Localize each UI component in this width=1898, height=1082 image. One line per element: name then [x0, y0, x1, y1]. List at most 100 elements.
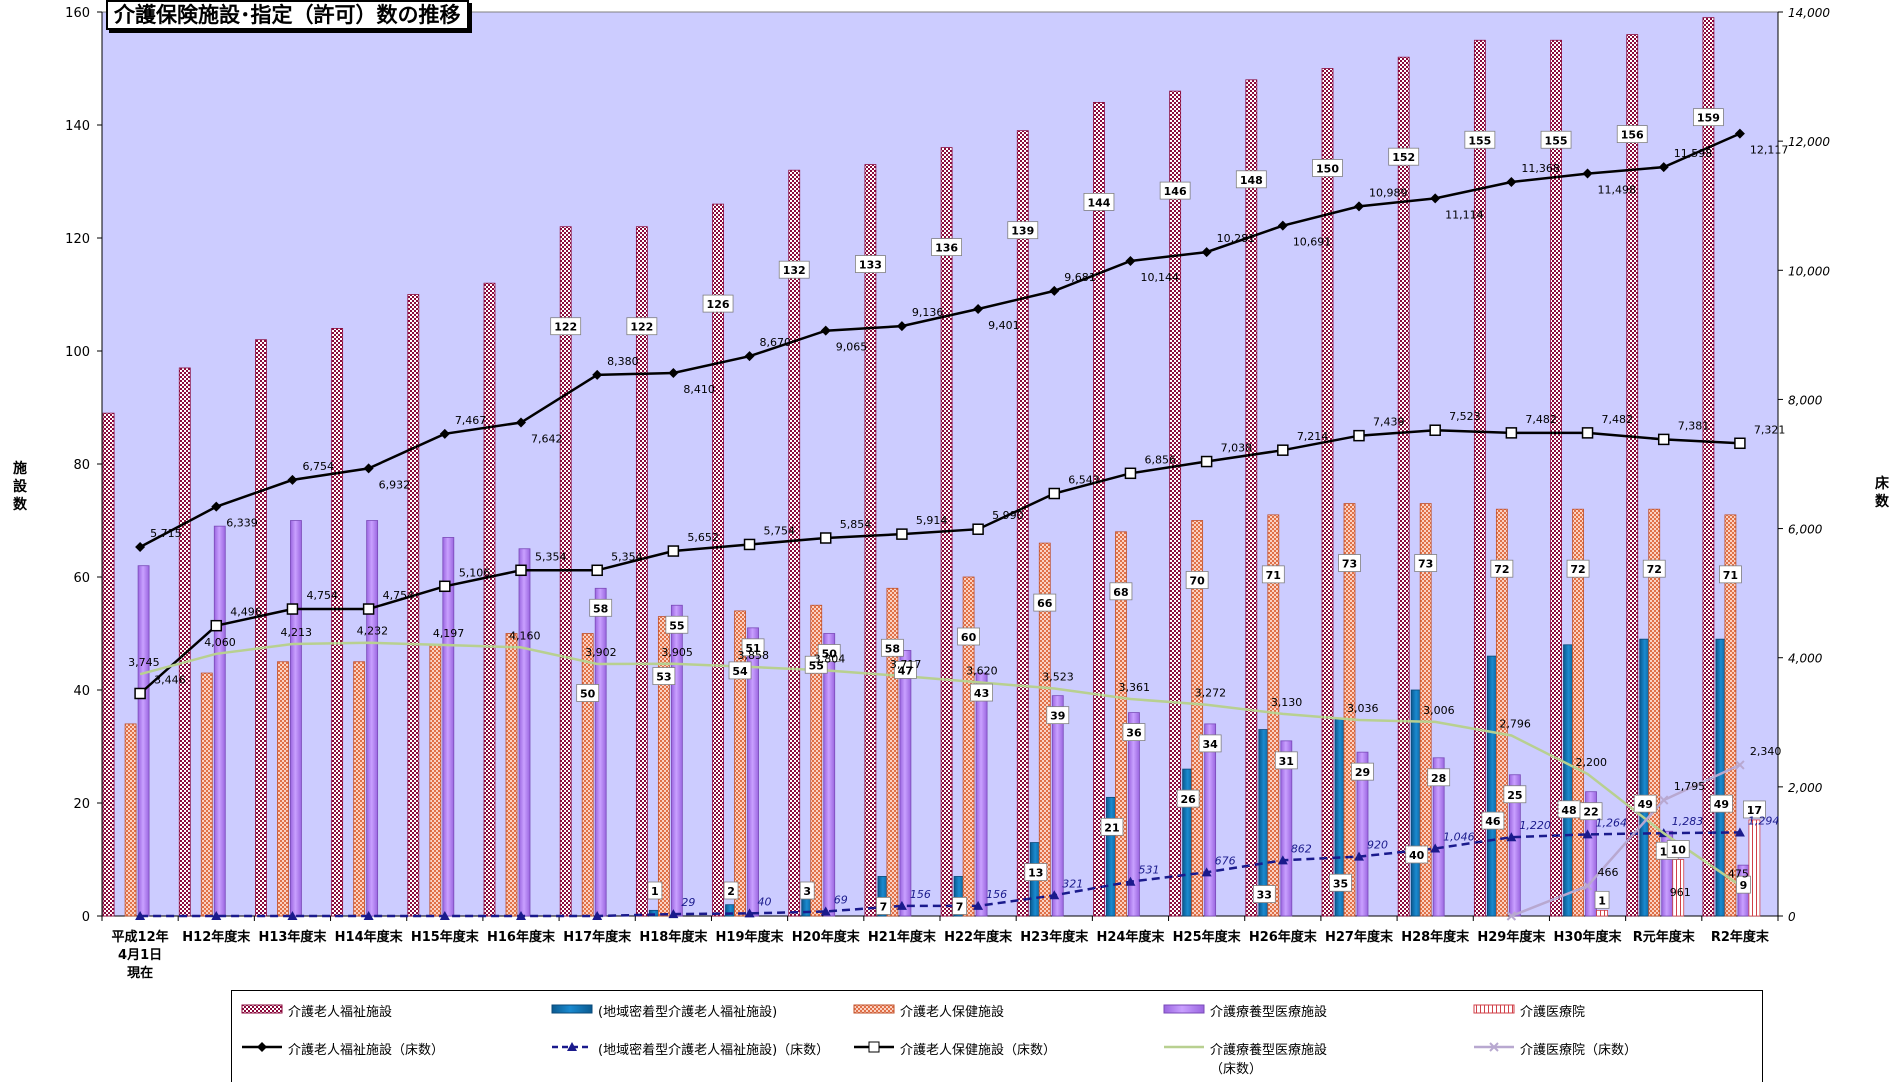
bar-value-label: 33 [1257, 889, 1272, 902]
line-value-label: 2,340 [1750, 745, 1782, 758]
line-value-label: 8,410 [683, 383, 715, 396]
legend-item: 介護老人福祉施設 [240, 1001, 392, 1020]
bar-value-label-box [647, 881, 663, 900]
bar-value-label-box [576, 684, 600, 702]
bar-value-label-box [550, 317, 582, 336]
line-point [1200, 455, 1213, 468]
bar-value-label-box [799, 881, 815, 900]
line-value-label: 6,856 [1144, 453, 1176, 466]
line-point [287, 911, 298, 920]
x-tick-label: H30年度末 [1554, 929, 1623, 945]
line-value-label: 7,482 [1525, 413, 1557, 426]
line-value-label: 9,065 [836, 341, 868, 354]
bar [1508, 774, 1521, 917]
bar-value-label-box [1427, 768, 1451, 787]
y-right-tick-label: 4,000 [1788, 652, 1823, 666]
bar-value-label: 148 [1240, 174, 1263, 187]
y-right-tick-label: 2,000 [1788, 781, 1823, 795]
x-tick-label: H23年度末 [1020, 929, 1089, 945]
x-tick-label: 平成12年 [112, 929, 169, 945]
x-tick-label: H12年度末 [182, 929, 251, 945]
bar-value-label: 34 [1202, 738, 1218, 751]
line-point [286, 603, 299, 615]
bar [1356, 751, 1369, 917]
line-value-label: 466 [1598, 866, 1619, 879]
bar [1191, 520, 1204, 917]
line-value-label: 7,381 [1678, 419, 1710, 432]
bar-value-label: 122 [630, 321, 653, 334]
line-series [139, 641, 1741, 887]
bar-value-label-box [1666, 840, 1690, 858]
bar-value-label-box [1719, 565, 1742, 584]
bar-value-label: 58 [885, 642, 900, 655]
bar [1128, 712, 1140, 917]
x-tick-label: H22年度末 [944, 929, 1013, 945]
line-series [139, 132, 1741, 549]
line-point [287, 474, 298, 485]
bar [200, 672, 213, 917]
bar [366, 520, 379, 917]
bar-value-label: 73 [1418, 558, 1433, 571]
x-tick-label: H24年度末 [1096, 929, 1165, 945]
bar-value-label: 66 [1037, 597, 1053, 610]
legend-item: 介護療養型医療施設 （床数） [1162, 1039, 1327, 1077]
line-point [896, 321, 907, 332]
line-value-label: 7,523 [1449, 410, 1481, 423]
line-value-label: 3,361 [1118, 681, 1150, 694]
y-right-tick-label: 6,000 [1788, 523, 1823, 537]
line-point [439, 911, 450, 920]
bar-value-label-box [1405, 845, 1429, 864]
bar-value-label-box [1007, 221, 1039, 240]
line-point [135, 911, 146, 920]
x-tick-label: H26年度末 [1249, 929, 1318, 945]
line-value-label: 7,321 [1754, 423, 1786, 436]
y-left-tick-label: 20 [73, 797, 90, 812]
bar [1343, 503, 1356, 917]
bar-value-label-box [589, 598, 613, 617]
axis-label-char: 数 [1875, 494, 1889, 510]
legend-item: 介護医療院（床数） [1472, 1039, 1637, 1058]
line-point [1430, 843, 1441, 853]
bar [407, 294, 420, 917]
legend-swatch [1164, 1045, 1204, 1049]
bar-value-label-box [1024, 863, 1048, 881]
lines [134, 128, 1746, 921]
bar-value-label: 25 [1507, 789, 1522, 802]
bar-value-label-box [1642, 559, 1666, 578]
axes: 02040608010012014016002,0004,0006,0008,0… [65, 6, 1830, 981]
line-point [1735, 760, 1745, 770]
legend-swatch [1473, 1004, 1515, 1014]
legend-label: 介護医療院 [1520, 1005, 1586, 1020]
x-tick-label: H20年度末 [792, 929, 861, 945]
legend-label: 介護医療院（床数） [1520, 1043, 1638, 1058]
bar-value-label: 49 [1638, 798, 1653, 811]
bar [1245, 79, 1258, 917]
line-value-label: 11,498 [1598, 184, 1637, 197]
bar [962, 576, 975, 917]
legend-swatch [241, 1004, 283, 1014]
line-value-label: 3,717 [890, 658, 922, 671]
line-value-label: 40 [758, 895, 772, 908]
line-series [139, 428, 1740, 695]
line-point [1124, 467, 1137, 480]
legend-swatch [552, 1042, 592, 1051]
bar [788, 169, 801, 917]
line-value-label: 3,523 [1042, 671, 1074, 684]
line-value-label: 3,804 [814, 652, 846, 665]
line-value-label: 4,213 [280, 626, 312, 639]
bar-value-label-box [1329, 873, 1352, 892]
line-value-label: 9,681 [1064, 271, 1096, 284]
legend-item: 介護医療院 [1472, 1001, 1585, 1020]
bar-value-label: 159 [1697, 112, 1720, 125]
line-value-label: 1,283 [1672, 815, 1704, 828]
bar-value-label-box [1083, 192, 1115, 211]
line-value-label: 7,214 [1297, 430, 1329, 443]
line-point [211, 911, 222, 920]
line-point [515, 564, 527, 577]
line-point [1659, 795, 1669, 805]
bar-value-label-box [1338, 554, 1361, 572]
line-point [973, 900, 984, 910]
line-value-label: 12,117 [1750, 144, 1789, 157]
line-point [1277, 444, 1289, 456]
